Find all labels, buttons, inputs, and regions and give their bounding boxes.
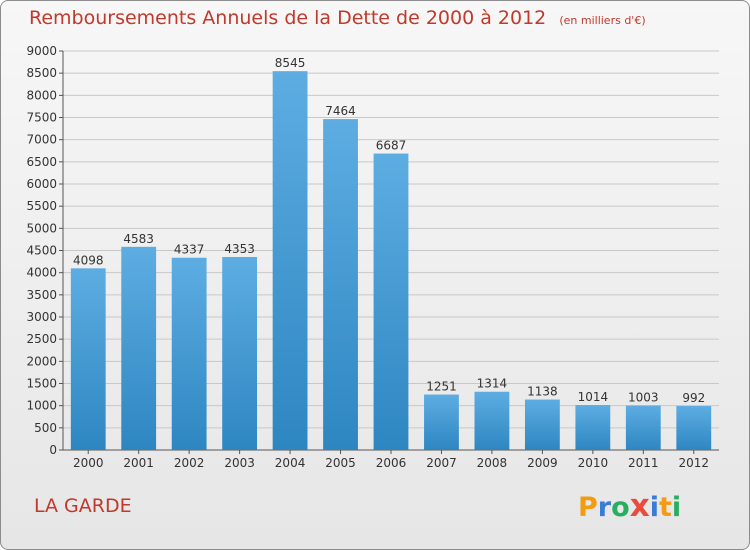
bar-2002 [171, 257, 207, 450]
x-tick-label-2009: 2009 [527, 456, 558, 470]
y-tick-label: 1500 [26, 377, 57, 391]
bar-2004 [272, 71, 308, 451]
x-tick-label-2010: 2010 [578, 456, 609, 470]
data-labels: 4098 4583 4337 4353 8545 7464 6687 1251 1314 1138… [73, 56, 705, 405]
data-label-2008: 1314 [477, 377, 508, 391]
data-label-2001: 4583 [123, 232, 154, 246]
x-tick-label-2008: 2008 [477, 456, 508, 470]
bar-2003 [222, 257, 258, 450]
logo-letter: r [597, 492, 612, 523]
logo-letter: P [578, 492, 598, 523]
data-label-2004: 8545 [275, 56, 306, 70]
y-tick-label: 6500 [26, 155, 57, 169]
y-tick-label: 4500 [26, 244, 57, 258]
x-tick-label-2011: 2011 [628, 456, 659, 470]
bars [70, 71, 712, 451]
y-tick-label: 7500 [26, 111, 57, 125]
data-label-2006: 6687 [376, 139, 407, 153]
x-tick-label-2001: 2001 [123, 456, 154, 470]
bar-2009 [524, 399, 560, 450]
proxiti-logo: Proxiti [578, 488, 681, 524]
y-tick-label: 4000 [26, 266, 57, 280]
y-tick-label: 3500 [26, 288, 57, 302]
y-tick-label: 5000 [26, 221, 57, 235]
y-tick-label: 2000 [26, 354, 57, 368]
data-label-2003: 4353 [224, 242, 255, 256]
bar-2011 [625, 405, 661, 450]
y-tick-label: 3000 [26, 310, 57, 324]
data-label-2002: 4337 [174, 243, 205, 257]
data-label-2012: 992 [682, 391, 705, 405]
y-tick-label: 0 [49, 443, 57, 457]
bar-2010 [575, 405, 611, 450]
data-label-2011: 1003 [628, 391, 659, 405]
x-tick-label-2003: 2003 [224, 456, 255, 470]
x-tick-label-2002: 2002 [174, 456, 205, 470]
bar-2012 [676, 406, 712, 450]
x-tick-label-2007: 2007 [426, 456, 457, 470]
data-label-2007: 1251 [426, 380, 457, 394]
bar-2005 [323, 119, 358, 450]
y-tick-label: 9000 [26, 44, 57, 58]
logo-letter: i [671, 492, 682, 523]
x-tick-label-2005: 2005 [325, 456, 356, 470]
y-tick-label: 500 [34, 421, 57, 435]
chart-title: Remboursements Annuels de la Dette de 20… [29, 7, 547, 29]
commune-name: LA GARDE [34, 495, 132, 517]
bar-2006 [373, 153, 409, 450]
logo-letter: o [611, 492, 630, 523]
bar-2008 [474, 391, 510, 450]
y-tick-label: 8500 [26, 66, 57, 80]
y-tick-label: 8000 [26, 88, 57, 102]
data-label-2005: 7464 [325, 104, 356, 118]
logo-letter: x [629, 488, 650, 524]
chart-title-row: Remboursements Annuels de la Dette de 20… [29, 7, 646, 29]
y-tick-label: 6000 [26, 177, 57, 191]
x-tick-label-2006: 2006 [376, 456, 407, 470]
data-label-2010: 1014 [578, 390, 609, 404]
x-tick-label-2000: 2000 [73, 456, 104, 470]
logo-letter: i [649, 492, 659, 523]
x-tick-label-2004: 2004 [275, 456, 306, 470]
bar-2001 [121, 246, 157, 450]
y-tick-label: 5500 [26, 199, 57, 213]
tick-labels: 0 500 1000 1500 2000 2500 3000 3500 4000 4500 5000… [26, 44, 709, 470]
y-tick-label: 1000 [26, 399, 57, 413]
x-tick-label-2012: 2012 [678, 456, 709, 470]
bar-2007 [424, 394, 459, 450]
chart-unit-note: (en milliers d'€) [559, 14, 646, 27]
data-label-2009: 1138 [527, 385, 558, 399]
bar-2000 [70, 268, 106, 450]
data-label-2000: 4098 [73, 253, 104, 267]
y-tick-label: 2500 [26, 332, 57, 346]
y-tick-label: 7000 [26, 133, 57, 147]
logo-letter: t [658, 492, 672, 523]
